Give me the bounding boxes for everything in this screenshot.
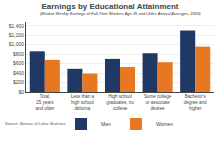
svg-text:Source: Bureau of Labor Statis: Source: Bureau of Labor Statistics	[5, 121, 66, 126]
svg-text:$1,200: $1,200	[9, 32, 25, 38]
svg-text:$400: $400	[13, 70, 24, 76]
svg-text:Some collegeor associatedegree: Some collegeor associatedegree	[144, 94, 172, 111]
svg-text:(Median Weekly Earnings of Ful: (Median Weekly Earnings of Full-Time Wor…	[40, 11, 201, 16]
svg-text:High schoolgraduates, nocolleg: High schoolgraduates, nocollege	[106, 94, 134, 111]
svg-text:$0: $0	[18, 89, 24, 95]
svg-text:$1,400: $1,400	[9, 23, 25, 29]
svg-text:Earnings by Educational Attain: Earnings by Educational Attainment	[41, 2, 178, 11]
svg-text:Women: Women	[156, 121, 173, 127]
svg-text:Bachelor'sdegree andhigher: Bachelor'sdegree andhigher	[184, 94, 207, 111]
svg-text:$200: $200	[13, 79, 24, 85]
svg-text:$1,000: $1,000	[9, 41, 25, 47]
svg-text:$800: $800	[13, 51, 24, 57]
svg-text:Total,25 yearsand older: Total,25 yearsand older	[35, 94, 54, 111]
svg-text:Less than ahigh schooldiploma: Less than ahigh schooldiploma	[71, 94, 95, 111]
svg-text:Men: Men	[101, 121, 111, 127]
svg-text:$600: $600	[13, 60, 24, 66]
